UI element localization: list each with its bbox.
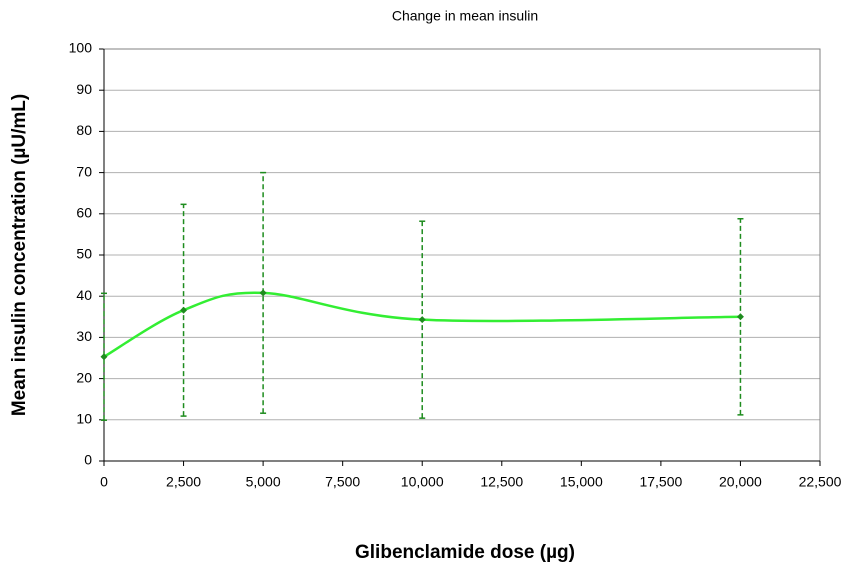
chart-title: Change in mean insulin xyxy=(392,8,538,24)
marker xyxy=(259,289,267,297)
y-tick-label: 70 xyxy=(76,163,92,179)
y-tick-label: 60 xyxy=(76,205,92,221)
y-tick-label: 90 xyxy=(76,81,92,97)
y-tick-label: 50 xyxy=(76,246,92,262)
marker xyxy=(180,306,188,314)
x-tick-label: 17,500 xyxy=(639,474,682,490)
y-axis-label: Mean insulin concentration (µU/mL) xyxy=(9,94,30,416)
x-tick-label: 2,500 xyxy=(166,474,201,490)
y-tick-label: 0 xyxy=(84,452,92,468)
x-tick-label: 5,000 xyxy=(246,474,281,490)
y-tick-label: 80 xyxy=(76,122,92,138)
y-tick-label: 20 xyxy=(76,369,92,385)
x-tick-label: 10,000 xyxy=(401,474,444,490)
x-tick-label: 22,500 xyxy=(799,474,842,490)
line xyxy=(103,291,741,358)
y-tick-label: 100 xyxy=(69,40,93,56)
marker xyxy=(736,313,744,321)
x-tick-label: 20,000 xyxy=(719,474,762,490)
marker xyxy=(418,316,426,324)
x-tick-label: 7,500 xyxy=(325,474,360,490)
marker xyxy=(100,353,108,361)
error-bar xyxy=(101,292,107,421)
y-tick-label: 30 xyxy=(76,328,92,344)
x-tick-label: 12,500 xyxy=(480,474,523,490)
y-tick-label: 40 xyxy=(76,287,92,303)
x-tick-label: 15,000 xyxy=(560,474,603,490)
x-axis-label: Glibenclamide dose (µg) xyxy=(355,542,575,563)
x-tick-label: 0 xyxy=(100,474,108,490)
y-tick-label: 10 xyxy=(76,411,92,427)
